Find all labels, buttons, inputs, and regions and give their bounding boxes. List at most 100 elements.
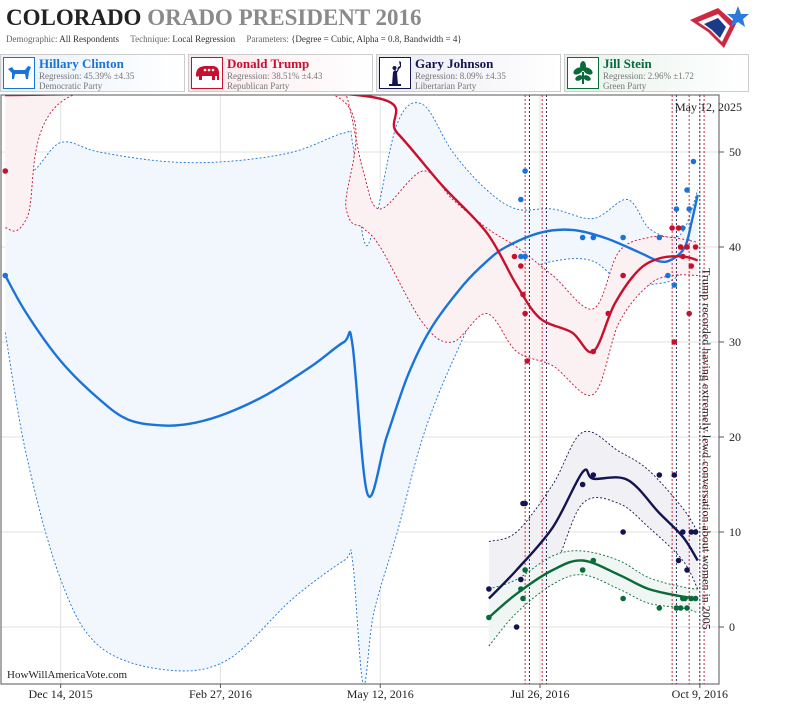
x-axis: Dec 14, 2015 Feb 27, 2016 May 12, 2016 Jul …	[28, 684, 728, 701]
jill-stein-poll-point	[673, 605, 680, 611]
donald-trump-poll-point	[692, 244, 699, 250]
hillary-clinton-poll-point	[684, 187, 690, 193]
gary-johnson-band-upper	[488, 430, 699, 542]
donkey-icon	[3, 57, 35, 89]
jill-stein-poll-point	[692, 595, 699, 602]
x-tick-label: Feb 27, 2016	[189, 687, 252, 701]
gary-johnson-poll-point	[590, 472, 597, 478]
stars-logo-icon	[690, 6, 749, 48]
donald-trump-poll-point	[679, 253, 686, 260]
donald-trump-poll-point	[605, 310, 612, 317]
donald-trump-poll-point	[524, 358, 531, 364]
jill-stein-poll-point	[486, 614, 492, 621]
y-tick-label: 0	[729, 620, 735, 634]
donald-trump-poll-point	[684, 244, 690, 250]
gary-johnson-poll-point	[656, 472, 663, 478]
gary-johnson-poll-point	[688, 529, 695, 535]
candidate-card-johnson[interactable]: Gary Johnson Regression: 8.09% ±4.35 Lib…	[376, 54, 561, 92]
donald-trump-poll-point	[688, 263, 695, 269]
parameters-line: Demographic: All Respondents Technique: …	[6, 34, 462, 44]
hillary-clinton-poll-point	[656, 234, 663, 241]
gary-johnson-poll-point	[513, 624, 520, 630]
annotation-text: Trump recorded having extremely lewd con…	[700, 268, 714, 630]
poll-points	[2, 158, 699, 630]
gary-johnson-poll-point	[486, 586, 492, 592]
x-tick-label: Oct 9, 2016	[672, 687, 728, 701]
gary-johnson-poll-point	[679, 529, 686, 535]
y-tick-label: 30	[729, 335, 741, 349]
elephant-icon	[191, 57, 223, 89]
hillary-clinton-poll-point	[590, 234, 597, 241]
hillary-clinton-band-upper	[4, 95, 699, 247]
jill-stein-poll-point	[688, 595, 695, 602]
page-title: COLORADO ORADO PRESIDENT 2016	[6, 5, 422, 30]
leaf-icon	[567, 57, 599, 89]
hillary-clinton-poll-point	[522, 253, 528, 260]
gary-johnson-poll-point	[579, 481, 586, 488]
hillary-clinton-poll-point	[673, 206, 680, 212]
x-tick-label: Jul 26, 2016	[511, 687, 570, 701]
gary-johnson-poll-point	[522, 500, 528, 507]
gary-johnson-poll-point	[671, 472, 678, 478]
y-tick-label: 10	[729, 525, 741, 539]
donald-trump-poll-point	[522, 310, 528, 317]
donald-trump-trend-line	[5, 95, 699, 354]
hillary-clinton-poll-point	[665, 272, 671, 279]
hillary-clinton-poll-point	[671, 282, 678, 288]
jill-stein-poll-point	[590, 557, 597, 564]
donald-trump-poll-point	[511, 253, 518, 260]
trend-lines	[4, 95, 699, 619]
jill-stein-poll-point	[682, 595, 688, 602]
donald-trump-poll-point	[669, 225, 675, 231]
donald-trump-poll-point	[520, 291, 526, 298]
hillary-clinton-poll-point	[518, 196, 524, 203]
candidate-card-trump[interactable]: Donald Trump Regression: 38.51% ±4.43 Re…	[188, 54, 373, 92]
jill-stein-poll-point	[522, 567, 528, 573]
jill-stein-poll-point	[677, 605, 684, 611]
y-tick-label: 20	[729, 430, 741, 444]
gary-johnson-trend-line	[488, 468, 699, 600]
hillary-clinton-poll-point	[522, 168, 528, 174]
confidence-bands	[4, 95, 699, 684]
donald-trump-band	[5, 95, 698, 396]
hillary-clinton-poll-point	[518, 253, 524, 260]
gary-johnson-poll-point	[692, 529, 699, 535]
gary-johnson-poll-point	[518, 576, 524, 583]
donald-trump-poll-point	[677, 244, 684, 250]
gary-johnson-poll-point	[675, 557, 682, 564]
donald-trump-band-lower	[5, 95, 698, 396]
hillary-clinton-poll-point	[620, 234, 626, 241]
jill-stein-trend-line	[488, 559, 698, 619]
y-tick-label: 40	[729, 240, 741, 254]
gary-johnson-poll-point	[620, 529, 626, 535]
jill-stein-poll-point	[520, 595, 526, 602]
candidate-card-clinton[interactable]: Hillary Clinton Regression: 45.39% ±4.35…	[0, 54, 185, 92]
date-stamp: May 12, 2025	[675, 100, 742, 114]
donald-trump-poll-point	[671, 339, 678, 345]
liberty-statue-icon	[379, 57, 411, 89]
gary-johnson-band	[488, 431, 698, 646]
donald-trump-poll-point	[686, 310, 692, 317]
watermark: HowWillAmericaVote.com	[7, 669, 127, 681]
plot-frame	[0, 94, 720, 685]
jill-stein-poll-point	[620, 595, 626, 602]
hillary-clinton-poll-point	[690, 158, 697, 165]
jill-stein-poll-point	[684, 605, 690, 611]
jill-stein-band	[488, 550, 698, 646]
donald-trump-poll-point	[590, 348, 597, 355]
hillary-clinton-poll-point	[579, 234, 586, 241]
donald-trump-poll-point	[620, 272, 626, 279]
gary-johnson-poll-point	[684, 567, 690, 573]
hillary-clinton-poll-point	[686, 206, 692, 212]
y-axis: 0 10 20 30 40 50	[719, 145, 741, 634]
donald-trump-poll-point	[518, 263, 524, 269]
jill-stein-poll-point	[579, 567, 586, 573]
hillary-clinton-poll-point	[2, 272, 9, 279]
candidate-card-stein[interactable]: Jill Stein Regression: 2.96% ±1.72 Green…	[564, 54, 749, 92]
x-tick-label: May 12, 2016	[347, 687, 414, 701]
hillary-clinton-poll-point	[679, 225, 686, 231]
jill-stein-poll-point	[656, 605, 663, 611]
jill-stein-poll-point	[518, 586, 524, 592]
hillary-clinton-band	[5, 95, 698, 684]
